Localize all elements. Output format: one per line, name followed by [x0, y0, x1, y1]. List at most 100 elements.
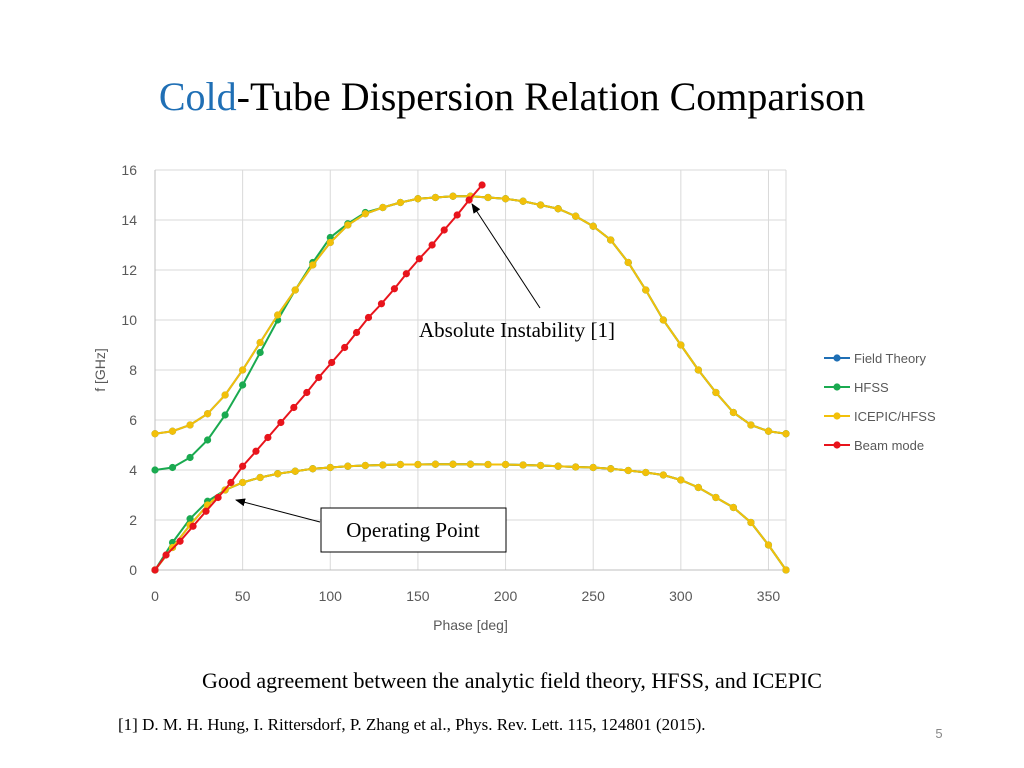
- series-marker: [328, 358, 336, 367]
- series-marker: [659, 316, 667, 324]
- series-marker: [303, 388, 311, 397]
- series-marker: [764, 427, 773, 435]
- series-marker: [364, 313, 373, 322]
- series-marker: [466, 460, 475, 468]
- series-marker: [396, 460, 404, 469]
- series-marker: [341, 343, 349, 352]
- series-marker: [607, 465, 615, 473]
- series-marker: [642, 286, 650, 294]
- series-marker: [168, 463, 177, 472]
- legend-label: ICEPIC/HFSS: [854, 409, 936, 424]
- x-tick-label: 200: [494, 588, 518, 604]
- series-marker: [747, 518, 755, 527]
- legend-label: Beam mode: [854, 438, 924, 453]
- series-marker: [764, 541, 773, 549]
- series-marker: [290, 403, 298, 412]
- series-marker: [501, 460, 510, 469]
- series-marker: [572, 212, 580, 220]
- y-tick-label: 12: [121, 262, 137, 278]
- series-marker: [256, 473, 264, 482]
- series-marker: [729, 503, 738, 512]
- legend-label: Field Theory: [854, 351, 927, 366]
- series-marker: [589, 222, 597, 230]
- series-marker: [712, 493, 720, 502]
- series-marker: [326, 463, 334, 472]
- series-marker: [326, 238, 334, 247]
- y-tick-label: 4: [129, 462, 137, 478]
- caption: Good agreement between the analytic fiel…: [202, 668, 822, 693]
- series-marker: [309, 465, 317, 473]
- x-tick-label: 150: [406, 588, 430, 604]
- series-marker: [151, 430, 159, 438]
- chart: 0 2 4 6 8 10 12 14 16 0 50 100 150 200 250 300 350 Phase …: [92, 162, 936, 633]
- series-marker: [291, 467, 299, 475]
- series-marker: [747, 421, 755, 429]
- series-marker: [712, 388, 720, 397]
- series-marker: [361, 461, 369, 470]
- series-marker: [256, 348, 264, 357]
- series-marker: [782, 430, 790, 438]
- series-marker: [572, 463, 580, 471]
- series-marker: [478, 181, 486, 189]
- series-marker: [390, 285, 399, 293]
- series-marker: [554, 205, 562, 213]
- series-marker: [176, 537, 184, 545]
- series-marker: [256, 338, 264, 347]
- series-marker: [168, 427, 177, 435]
- series-marker: [782, 566, 790, 574]
- legend-marker: [833, 441, 841, 449]
- series-marker: [484, 460, 492, 469]
- series-marker: [379, 461, 387, 469]
- series-marker: [624, 466, 632, 475]
- legend-marker: [833, 412, 841, 420]
- series-marker: [414, 460, 422, 469]
- series-marker: [239, 381, 247, 389]
- series-marker: [449, 192, 457, 200]
- series-marker: [501, 195, 510, 203]
- series-marker: [162, 551, 170, 559]
- series-marker: [519, 461, 527, 469]
- series-marker: [589, 463, 597, 472]
- title-highlight: Cold: [159, 74, 237, 119]
- annotation-arrow: [471, 203, 541, 309]
- series-marker: [694, 366, 702, 374]
- series-marker: [465, 196, 473, 204]
- series-marker: [484, 193, 492, 202]
- series-marker: [642, 468, 650, 477]
- series-marker: [186, 453, 194, 462]
- series-marker: [414, 195, 422, 203]
- slide-title: Cold-Tube Dispersion Relation Comparison: [159, 74, 865, 119]
- series-marker: [277, 418, 285, 427]
- series-marker: [186, 421, 194, 429]
- y-tick-label: 0: [129, 562, 137, 578]
- series-marker: [344, 462, 352, 470]
- series-marker: [402, 270, 410, 278]
- series-marker: [554, 462, 562, 470]
- series-marker: [344, 221, 352, 229]
- x-tick-label: 300: [669, 588, 693, 604]
- series-marker: [239, 462, 247, 470]
- annotation: Absolute Instability [1]: [419, 318, 615, 342]
- series-marker: [428, 241, 436, 249]
- series-marker: [239, 478, 247, 487]
- series-marker: [309, 261, 317, 269]
- series-marker: [214, 493, 222, 502]
- x-axis-label: Phase [deg]: [433, 617, 508, 633]
- series-marker: [227, 478, 235, 487]
- series-marker: [729, 408, 738, 417]
- series-marker: [274, 470, 282, 478]
- series-marker: [315, 373, 323, 382]
- legend-marker: [833, 383, 841, 391]
- x-tick-label: 250: [582, 588, 606, 604]
- series-marker: [189, 522, 197, 530]
- series-marker: [274, 311, 282, 319]
- series-marker: [221, 391, 229, 399]
- annotation-box: [320, 507, 507, 553]
- series-marker: [677, 341, 685, 349]
- series-marker: [203, 410, 212, 418]
- series-marker: [431, 460, 440, 468]
- y-axis-label: f [GHz]: [92, 348, 108, 392]
- y-tick-label: 10: [121, 312, 137, 328]
- series-marker: [352, 328, 361, 337]
